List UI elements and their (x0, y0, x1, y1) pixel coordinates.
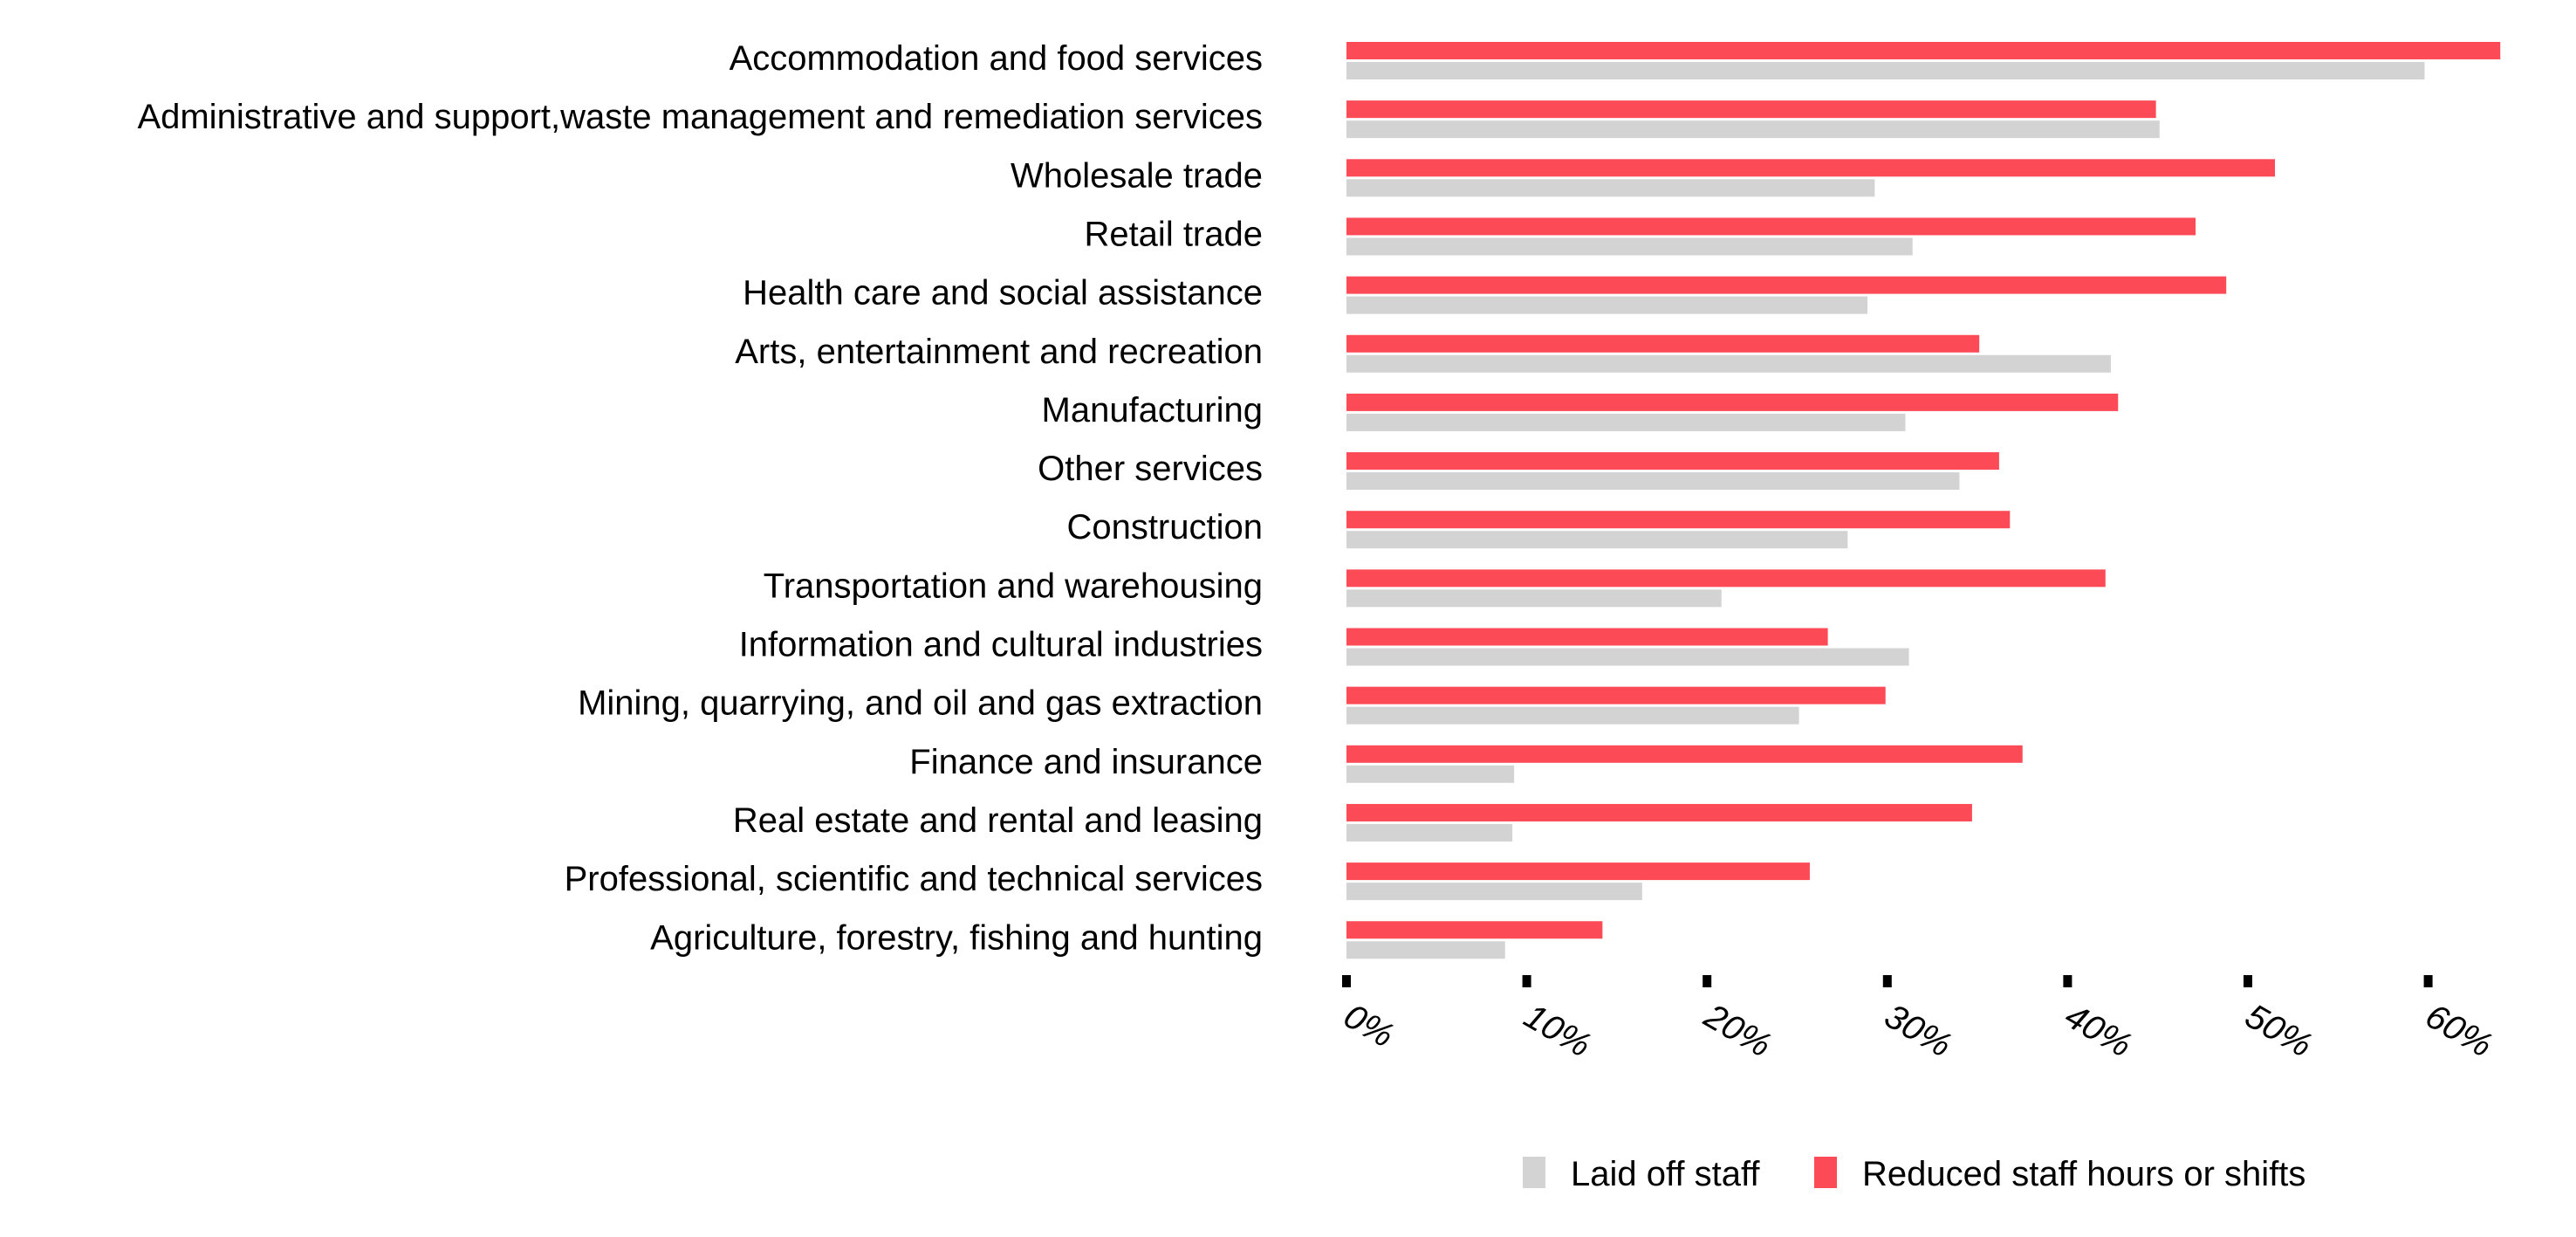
x-tick (1342, 975, 1351, 987)
x-tick-label: 10% (1518, 997, 1597, 1065)
bar-reduced-hours (1346, 100, 2156, 119)
legend: Laid off staff Reduced staff hours or sh… (1523, 1155, 2305, 1193)
category-label: Real estate and rental and leasing (733, 801, 1263, 840)
category-label: Transportation and warehousing (764, 567, 1263, 605)
bar-reduced-hours (1346, 569, 2106, 588)
bar-laid-off (1346, 237, 1913, 256)
category-label: Finance and insurance (909, 743, 1263, 781)
bar-laid-off (1346, 472, 1960, 491)
bars (1346, 42, 2501, 959)
bar-laid-off (1346, 354, 2111, 373)
bar-laid-off (1346, 941, 1505, 959)
x-tick-label: 30% (1878, 997, 1957, 1065)
category-labels: Accommodation and food services Administr… (137, 39, 1263, 957)
bar-laid-off (1346, 706, 1799, 725)
bar-laid-off (1346, 62, 2425, 79)
category-label: Professional, scientific and technical s… (565, 860, 1263, 898)
bar-laid-off (1346, 531, 1848, 549)
bar-reduced-hours (1346, 511, 2011, 529)
x-tick-label: 60% (2419, 997, 2498, 1065)
bar-reduced-hours (1346, 803, 1972, 821)
x-tick-label: 40% (2059, 997, 2138, 1065)
bar-laid-off (1346, 765, 1515, 783)
bar-reduced-hours (1346, 393, 2119, 411)
category-label: Accommodation and food services (730, 39, 1263, 78)
bar-reduced-hours (1346, 921, 1603, 939)
category-label: Information and cultural industries (739, 626, 1263, 664)
category-label: Arts, entertainment and recreation (735, 333, 1263, 371)
bar-reduced-hours (1346, 276, 2227, 294)
bar-reduced-hours (1346, 334, 1980, 353)
bar-laid-off (1346, 823, 1513, 842)
bar-reduced-hours (1346, 217, 2196, 236)
category-label: Agriculture, forestry, fishing and hunti… (650, 918, 1263, 957)
bar-laid-off (1346, 589, 1722, 608)
legend-label-reduced: Reduced staff hours or shifts (1862, 1155, 2305, 1193)
x-axis: 0% 10% 20% 30% 40% 50% 60% (1338, 975, 2498, 1065)
legend-swatch-laid-off (1523, 1157, 1545, 1188)
x-tick (2063, 975, 2072, 987)
bar-reduced-hours (1346, 452, 1999, 471)
bar-laid-off (1346, 648, 1909, 666)
legend-label-laid-off: Laid off staff (1571, 1155, 1760, 1193)
bar-reduced-hours (1346, 628, 1828, 646)
x-tick (1522, 975, 1531, 987)
x-tick (1702, 975, 1712, 987)
x-tick-label: 50% (2239, 997, 2319, 1065)
bar-reduced-hours (1346, 862, 1810, 881)
bar-laid-off (1346, 179, 1875, 197)
category-label: Wholesale trade (1011, 156, 1263, 195)
category-label: Manufacturing (1042, 391, 1263, 430)
bar-reduced-hours (1346, 42, 2501, 59)
x-tick (2244, 975, 2252, 987)
bar-reduced-hours (1346, 745, 2023, 763)
legend-swatch-reduced (1814, 1157, 1837, 1188)
bar-reduced-hours (1346, 159, 2275, 177)
category-label: Mining, quarrying, and oil and gas extra… (578, 684, 1263, 723)
x-tick (1882, 975, 1892, 987)
category-label: Construction (1066, 508, 1263, 546)
category-label: Retail trade (1084, 215, 1263, 253)
category-label: Administrative and support,waste managem… (137, 98, 1263, 136)
category-label: Health care and social assistance (743, 274, 1263, 313)
bar-laid-off (1346, 120, 2160, 139)
x-tick-label: 20% (1697, 996, 1778, 1065)
x-tick (2423, 975, 2433, 987)
category-label: Other services (1038, 450, 1263, 488)
bar-laid-off (1346, 296, 1868, 314)
bar-laid-off (1346, 883, 1642, 901)
bar-reduced-hours (1346, 686, 1886, 704)
x-tick-label: 0% (1338, 997, 1401, 1055)
bar-laid-off (1346, 413, 1906, 431)
